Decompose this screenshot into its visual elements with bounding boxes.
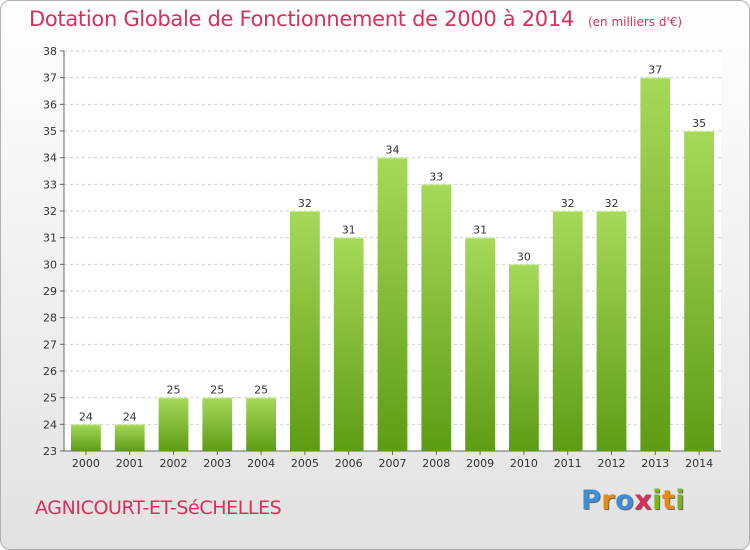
y-tick-label: 28: [43, 312, 57, 325]
data-label: 24: [123, 410, 137, 423]
x-tick-label: 2012: [598, 457, 626, 470]
bar: [333, 237, 364, 451]
data-label: 34: [386, 144, 400, 157]
bar: [290, 211, 320, 451]
logo-letter: r: [601, 485, 616, 516]
logo-letter: i: [652, 485, 662, 516]
y-tick-label: 24: [43, 418, 57, 431]
logo-letter: o: [615, 485, 635, 516]
x-tick-label: 2014: [685, 457, 713, 470]
y-tick-label: 23: [43, 445, 57, 458]
bar: [158, 397, 189, 451]
bar: [465, 237, 495, 451]
y-tick-label: 34: [43, 152, 57, 165]
bar: [640, 77, 671, 452]
logo-letter: P: [581, 485, 602, 516]
y-tick-label: 36: [43, 98, 57, 111]
y-tick-label: 38: [43, 45, 57, 58]
y-tick-label: 29: [43, 285, 57, 298]
x-tick-label: 2004: [247, 457, 275, 470]
x-tick-label: 2003: [203, 457, 231, 470]
data-label: 32: [605, 197, 619, 210]
bar: [377, 157, 408, 451]
bar: [552, 211, 583, 451]
data-label: 31: [473, 224, 487, 237]
bar: [596, 211, 627, 451]
logo-letter: x: [634, 485, 653, 516]
data-label: 37: [648, 64, 662, 77]
data-label: 25: [167, 384, 181, 397]
y-tick-label: 37: [43, 72, 57, 85]
chart-title-text: Dotation Globale de Fonctionnement de 20…: [29, 7, 574, 31]
x-tick-label: 2009: [466, 457, 494, 470]
chart-title: Dotation Globale de Fonctionnement de 20…: [29, 7, 682, 31]
proxiti-logo: Proxiti: [581, 485, 685, 516]
y-tick-label: 26: [43, 365, 57, 378]
y-tick-label: 25: [43, 392, 57, 405]
logo-letter: i: [675, 485, 686, 516]
bar: [421, 184, 452, 452]
y-tick-label: 30: [43, 258, 57, 271]
data-label: 24: [79, 410, 93, 423]
x-tick-label: 2011: [554, 457, 582, 470]
y-tick-label: 32: [43, 205, 57, 218]
bar: [509, 264, 539, 451]
bar: [684, 131, 714, 451]
y-tick-label: 27: [43, 338, 57, 351]
x-tick-label: 2010: [510, 457, 538, 470]
commune-name: AGNICOURT-ET-SéCHELLES: [35, 497, 282, 519]
data-label: 33: [429, 170, 443, 183]
x-tick-label: 2007: [379, 457, 407, 470]
y-tick-label: 35: [43, 125, 57, 138]
bar: [71, 424, 101, 451]
bar: [114, 424, 145, 451]
x-tick-label: 2002: [160, 457, 188, 470]
data-label: 32: [561, 197, 575, 210]
bar: [246, 397, 276, 451]
chart-unit: (en milliers d'€): [587, 15, 683, 29]
y-tick-label: 33: [43, 178, 57, 191]
x-tick-label: 2013: [641, 457, 669, 470]
data-label: 31: [342, 224, 356, 237]
data-label: 32: [298, 197, 312, 210]
x-tick-label: 2005: [291, 457, 319, 470]
logo-letter: t: [661, 485, 676, 516]
x-tick-label: 2000: [72, 457, 100, 470]
bar: [202, 397, 233, 451]
data-label: 30: [517, 250, 531, 263]
x-tick-label: 2008: [422, 457, 450, 470]
y-tick-label: 31: [43, 232, 57, 245]
x-tick-label: 2006: [335, 457, 363, 470]
data-label: 25: [254, 384, 268, 397]
data-label: 35: [692, 117, 706, 130]
x-tick-label: 2001: [116, 457, 144, 470]
data-label: 25: [210, 384, 224, 397]
